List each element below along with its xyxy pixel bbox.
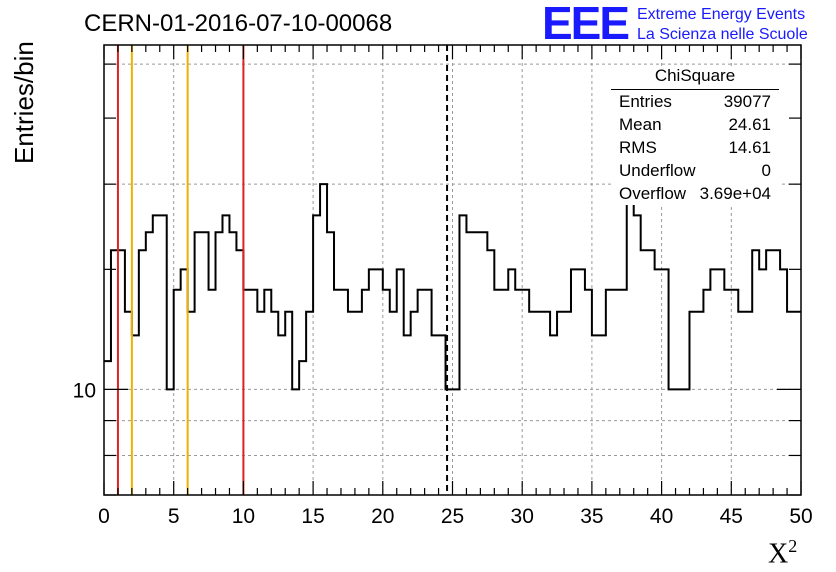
stats-value: 3.69e+04 [699, 184, 771, 203]
stats-value: 39077 [723, 92, 771, 111]
x-tick-label: 40 [650, 505, 673, 528]
stats-box: ChiSquare Entries 39077 Mean 24.61 RMS 1… [611, 66, 779, 205]
stats-key: Underflow [619, 161, 696, 180]
histogram-series [104, 183, 801, 391]
y-axis-label: Entries/bin [9, 41, 39, 164]
stats-value: 14.61 [728, 138, 771, 157]
x-tick-label: 0 [98, 505, 110, 528]
chart-title: CERN-01-2016-07-10-00068 [84, 10, 393, 37]
x-axis-label-base: X [768, 538, 789, 570]
logo-line-2: La Scienza nelle Scuole [637, 26, 808, 43]
x-tick-label: 50 [789, 505, 812, 528]
y-tick-label: 10 [73, 379, 96, 402]
stats-row-entries: Entries 39077 [611, 90, 779, 113]
x-tick-label: 25 [441, 505, 464, 528]
stats-key: Entries [619, 92, 672, 111]
stats-row-rms: RMS 14.61 [611, 136, 779, 159]
stats-value: 24.61 [728, 115, 771, 134]
stats-row-mean: Mean 24.61 [611, 113, 779, 136]
x-tick-label: 20 [371, 505, 394, 528]
x-tick-label: 15 [301, 505, 324, 528]
x-tick-label: 5 [168, 505, 180, 528]
stats-key: Overflow [619, 184, 687, 203]
stats-row-underflow: Underflow 0 [611, 159, 779, 182]
eee-logo: EEE [542, 0, 630, 49]
stats-value: 0 [761, 161, 771, 180]
x-tick-label: 45 [720, 505, 743, 528]
stats-row-overflow: Overflow 3.69e+04 [611, 182, 779, 205]
stats-key: Mean [619, 115, 662, 134]
logo-line-1: Extreme Energy Events [637, 6, 806, 23]
x-axis-label-exponent: 2 [788, 536, 798, 556]
x-tick-label: 30 [511, 505, 534, 528]
x-tick-label: 10 [232, 505, 255, 528]
stats-title: ChiSquare [611, 66, 779, 90]
stats-key: RMS [619, 138, 657, 157]
x-tick-label: 35 [580, 505, 603, 528]
x-axis-label: X2 [768, 536, 797, 570]
